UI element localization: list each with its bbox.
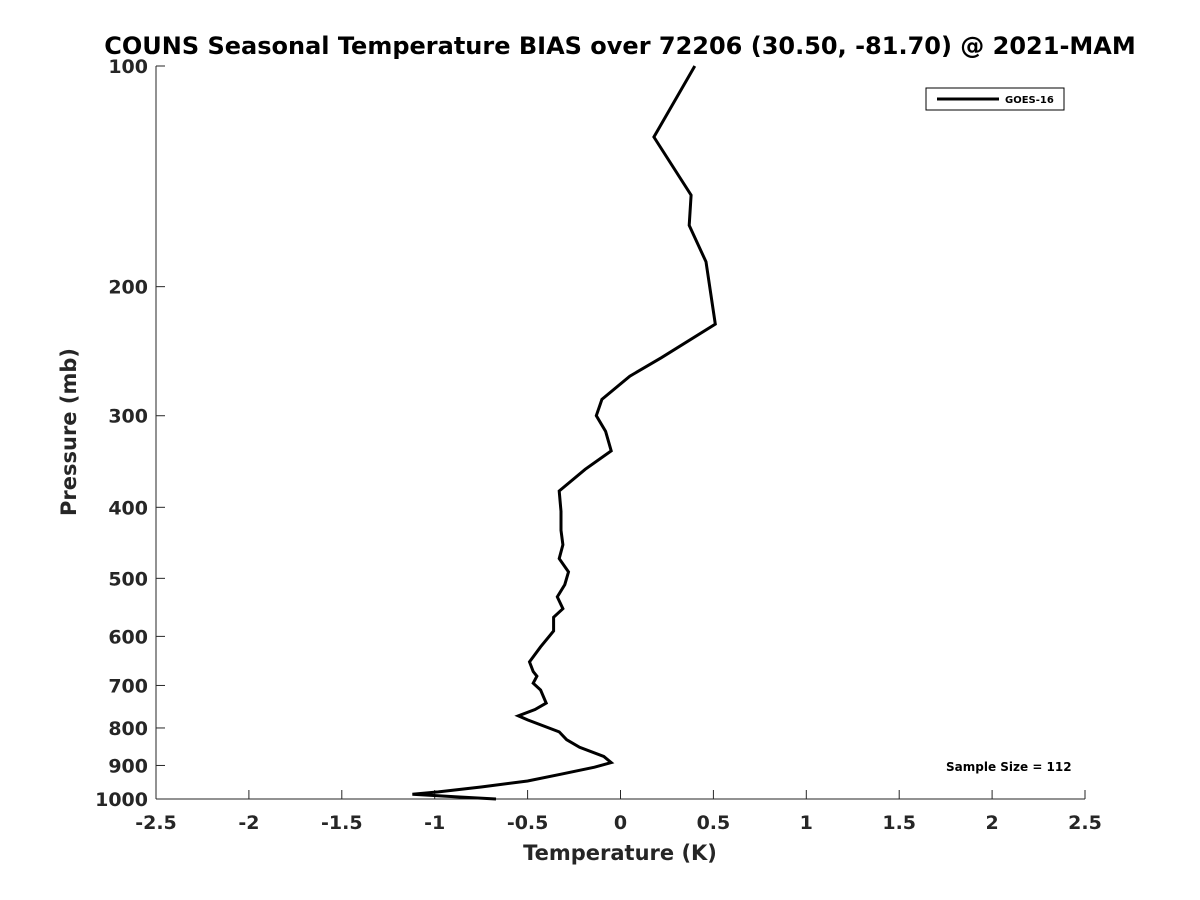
chart-title: COUNS Seasonal Temperature BIAS over 722… [104, 32, 1136, 60]
y-tick-label: 100 [108, 56, 148, 78]
y-tick-label: 600 [108, 626, 148, 648]
sample-size-annotation: Sample Size = 112 [946, 760, 1072, 774]
x-ticks: -2.5 -2 -1.5 -1 -0.5 0 0.5 1 1.5 2 2.5 [135, 790, 1102, 834]
y-ticks: 100 200 300 400 500 600 700 800 900 1000 [95, 56, 165, 811]
y-tick-label: 800 [108, 718, 148, 740]
x-axis-label: Temperature (K) [523, 841, 717, 865]
x-tick-label: -1.5 [321, 812, 363, 834]
x-tick-label: -1 [424, 812, 445, 834]
y-tick-label: 400 [108, 497, 148, 519]
series-line-goes-16 [412, 65, 717, 801]
x-tick-label: -2 [238, 812, 259, 834]
y-tick-label: 300 [108, 406, 148, 428]
x-tick-label: -2.5 [135, 812, 177, 834]
legend-label-goes-16: GOES-16 [1005, 95, 1054, 106]
y-tick-label: 200 [108, 277, 148, 299]
y-tick-label: 500 [108, 568, 148, 590]
x-tick-label: 1 [800, 812, 813, 834]
x-tick-label: 2 [985, 812, 998, 834]
x-tick-label: 1.5 [882, 812, 916, 834]
x-tick-label: -0.5 [507, 812, 549, 834]
x-tick-label: 0 [614, 812, 627, 834]
x-tick-label: 0.5 [697, 812, 731, 834]
x-tick-label: 2.5 [1068, 812, 1102, 834]
y-tick-label: 700 [108, 675, 148, 697]
legend: GOES-16 [925, 87, 1065, 111]
y-tick-label: 900 [108, 755, 148, 777]
plot-area: -2.5 -2 -1.5 -1 -0.5 0 0.5 1 1.5 2 2.5 100 200 300 40… [95, 56, 1102, 834]
series-layer [412, 65, 717, 801]
y-tick-label: 1000 [95, 789, 148, 811]
y-axis-label: Pressure (mb) [57, 348, 81, 516]
